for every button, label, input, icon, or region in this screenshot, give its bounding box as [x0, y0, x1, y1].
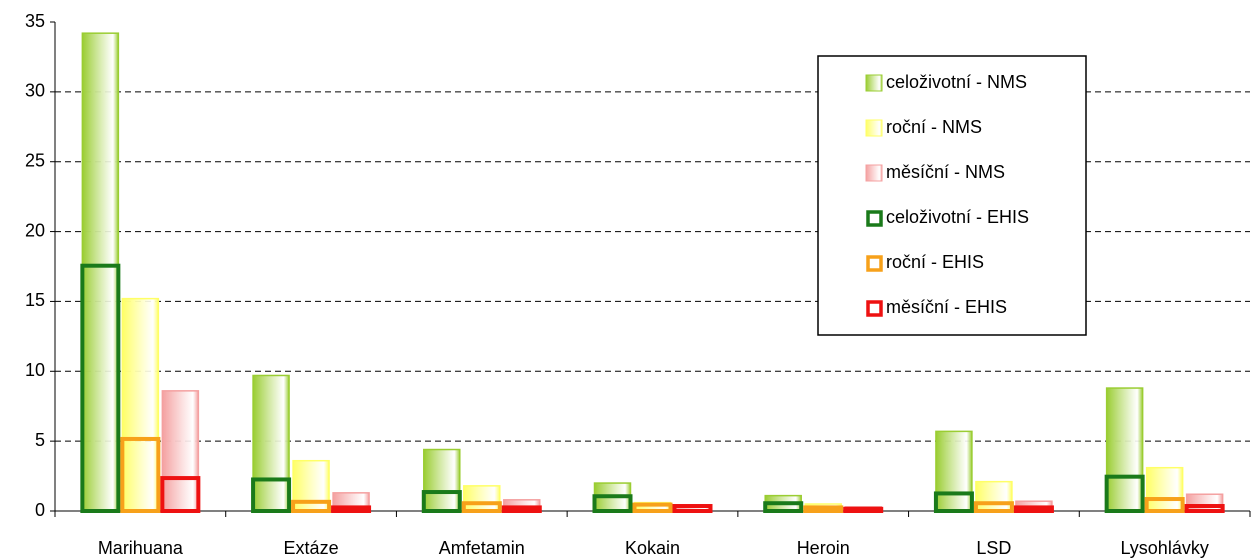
bar-outline [672, 504, 713, 513]
legend-swatch [865, 119, 883, 137]
x-tick-label: Heroin [797, 538, 850, 558]
bar [81, 32, 120, 512]
bar [423, 448, 461, 512]
x-tick-label: LSD [976, 538, 1011, 558]
bar-outline [80, 263, 121, 513]
y-tick-label: 15 [25, 290, 45, 310]
bar-outline [160, 476, 201, 514]
y-tick-label: 30 [25, 81, 45, 101]
bar [935, 430, 973, 512]
bar-outline [251, 477, 292, 513]
bar-outline [291, 499, 332, 513]
legend-label: roční - EHIS [886, 252, 984, 272]
bar [463, 485, 501, 512]
bar-outline [120, 436, 161, 513]
y-tick-label: 25 [25, 150, 45, 170]
legend-label: měsíční - NMS [886, 162, 1005, 182]
bar-outline [592, 494, 633, 513]
bar-outline [501, 505, 542, 514]
bar-outline [1184, 504, 1225, 513]
x-tick-label: Kokain [625, 538, 680, 558]
bar-outline [1144, 497, 1185, 513]
legend-label: celoživotní - EHIS [886, 207, 1029, 227]
bar-outline [933, 491, 974, 514]
y-tick-label: 0 [35, 500, 45, 520]
bar-outline [421, 490, 462, 513]
legend-swatch [865, 164, 883, 182]
legend-swatch [866, 255, 883, 272]
bar [161, 390, 200, 512]
bar-outline [763, 501, 804, 514]
x-tick-label: Amfetamin [439, 538, 525, 558]
legend-swatch [865, 74, 883, 92]
y-tick-label: 5 [35, 430, 45, 450]
x-tick-label: Marihuana [98, 538, 184, 558]
y-tick-label: 10 [25, 360, 45, 380]
bar-outline [632, 502, 673, 514]
y-tick-label: 20 [25, 220, 45, 240]
bar [975, 480, 1013, 512]
legend-label: celoživotní - NMS [886, 72, 1027, 92]
legend-label: měsíční - EHIS [886, 297, 1007, 317]
x-tick-label: Lysohlávky [1120, 538, 1208, 558]
bar [1185, 493, 1224, 512]
bar-outline [1104, 474, 1145, 513]
bar [252, 374, 290, 512]
bar-outline [973, 501, 1014, 514]
legend-swatch [866, 300, 883, 317]
y-tick-label: 35 [25, 11, 45, 31]
legend-box [817, 55, 1087, 336]
x-tick-label: Extáze [284, 538, 339, 558]
bar [1145, 466, 1184, 512]
legend-swatch [866, 210, 883, 227]
bar-outline [331, 505, 372, 514]
bar [121, 297, 160, 512]
bar-outline [1013, 505, 1054, 514]
bar-outline [843, 506, 884, 513]
bar-outline [803, 505, 844, 514]
legend-label: roční - NMS [886, 117, 982, 137]
bar-outline [461, 501, 502, 514]
bar [1105, 387, 1144, 512]
